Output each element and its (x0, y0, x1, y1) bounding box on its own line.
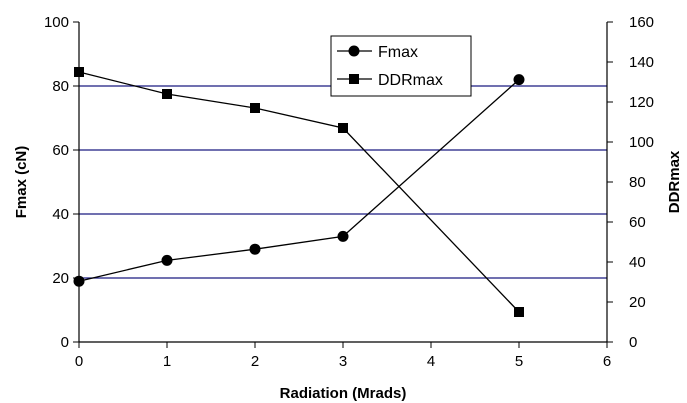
legend-label-fmax: Fmax (378, 44, 418, 61)
y-right-tick-label: 60 (629, 214, 646, 231)
x-tick-label: 4 (427, 353, 435, 370)
data-point-ddrmax (250, 103, 260, 113)
data-point-ddrmax (74, 67, 84, 77)
data-point-fmax (337, 230, 349, 242)
data-point-ddrmax (338, 123, 348, 133)
data-point-fmax (161, 254, 173, 266)
data-point-ddrmax (514, 307, 524, 317)
y-right-tick-label: 100 (629, 134, 654, 151)
y-axis-right-title: DDRmax (666, 150, 683, 213)
y-left-tick-label: 60 (52, 142, 69, 159)
data-point-fmax (249, 243, 261, 255)
x-tick-label: 0 (75, 353, 83, 370)
gridlines (79, 85, 607, 279)
y-left-tick-label: 0 (61, 334, 69, 351)
data-point-ddrmax (162, 89, 172, 99)
x-tick-label: 2 (251, 353, 259, 370)
x-axis-title: Radiation (Mrads) (280, 385, 407, 402)
x-tick-label: 5 (515, 353, 523, 370)
y-axis-left-title: Fmax (cN) (13, 146, 30, 219)
x-tick-label: 6 (603, 353, 611, 370)
y-left-tick-label: 100 (44, 14, 69, 31)
data-point-fmax (73, 275, 85, 287)
y-right-tick-label: 20 (629, 294, 646, 311)
y-right-tick-label: 80 (629, 174, 646, 191)
y-right-tick-label: 40 (629, 254, 646, 271)
y-left-tick-label: 40 (52, 206, 69, 223)
data-point-fmax (513, 74, 525, 86)
y-left-tick-label: 20 (52, 270, 69, 287)
y-right-tick-label: 140 (629, 54, 654, 71)
y-right-tick-label: 0 (629, 334, 637, 351)
legend-label-ddrmax: DDRmax (378, 72, 443, 89)
legend-marker-fmax (348, 45, 360, 57)
x-tick-label: 3 (339, 353, 347, 370)
series-line-fmax (78, 79, 520, 282)
series-line-ddrmax (78, 71, 520, 313)
y-left-tick-label: 80 (52, 78, 69, 95)
y-right-tick-label: 160 (629, 14, 654, 31)
legend-marker-ddrmax (349, 74, 359, 84)
legend: Fmax DDRmax (330, 35, 472, 97)
y-right-tick-label: 120 (629, 94, 654, 111)
series (73, 67, 525, 317)
x-tick-label: 1 (163, 353, 171, 370)
tick-labels: 0 20 40 60 80 100 0 20 40 60 80 100 120 140 160 0 1 2 3 4 5 6 (44, 14, 654, 370)
